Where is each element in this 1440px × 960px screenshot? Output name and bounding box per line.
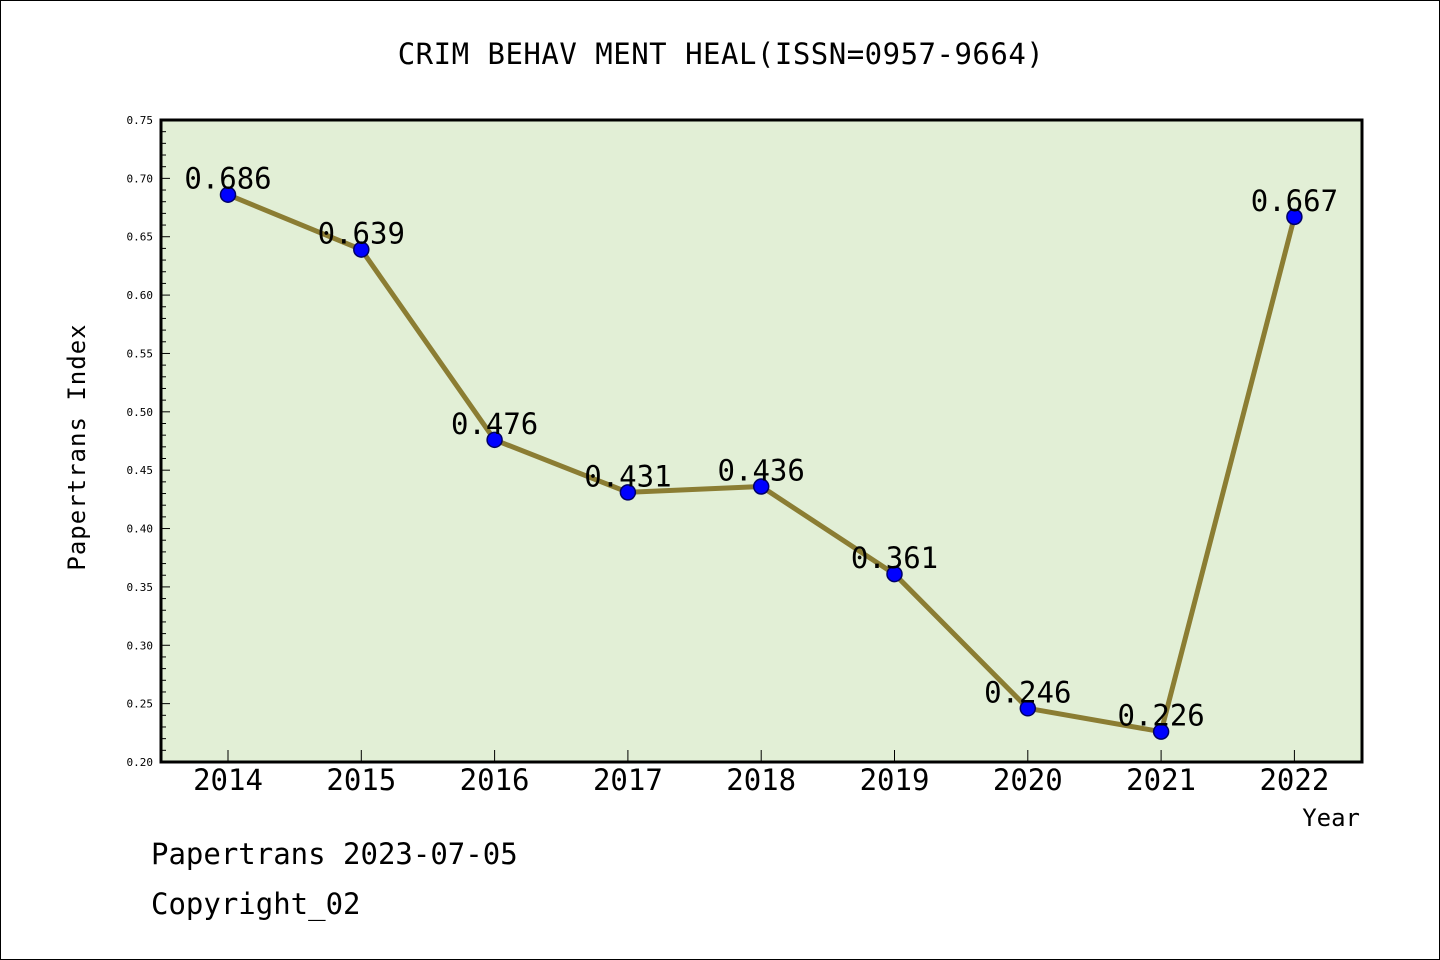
data-point [353, 241, 370, 258]
data-point [619, 484, 637, 501]
y-tick-label: 0.55 [127, 347, 154, 360]
chart-title: CRIM BEHAV MENT HEAL(ISSN=0957-9664) [397, 37, 1045, 71]
y-tick-label: 0.45 [127, 464, 154, 477]
x-axis-label: Year [1302, 804, 1360, 832]
y-tick-label: 0.50 [127, 406, 154, 419]
x-tick-label: 2015 [326, 763, 396, 797]
x-tick-label: 2014 [193, 763, 263, 797]
x-tick-label: 2020 [993, 763, 1063, 797]
y-tick-label: 0.75 [127, 114, 154, 127]
footer-date: Papertrans 2023-07-05 [151, 837, 518, 871]
x-tick-label: 2022 [1259, 763, 1329, 797]
data-label: 0.686 [184, 162, 271, 196]
x-tick-label: 2016 [460, 763, 530, 797]
plot-area [159, 118, 1364, 764]
y-tick-label: 0.30 [127, 639, 154, 652]
data-label: 0.436 [718, 454, 805, 488]
x-tick-label: 2019 [860, 763, 930, 797]
x-tick-label: 2021 [1126, 763, 1196, 797]
data-label: 0.361 [851, 541, 938, 575]
x-tick-label: 2018 [726, 763, 796, 797]
footer-copyright: Copyright_02 [151, 887, 361, 921]
y-tick-label: 0.25 [127, 698, 154, 711]
y-tick-label: 0.60 [127, 289, 154, 302]
data-point [1019, 700, 1037, 717]
data-point [886, 565, 903, 583]
y-tick-label: 0.40 [127, 523, 154, 536]
y-tick-label: 0.70 [127, 172, 154, 185]
data-point [486, 431, 503, 449]
y-tick-label: 0.35 [127, 581, 154, 594]
data-label: 0.246 [984, 675, 1071, 709]
data-label: 0.431 [584, 459, 671, 493]
y-axis-label: Papertrans Index [63, 323, 91, 570]
data-label: 0.226 [1117, 699, 1204, 733]
x-tick-label: 2017 [593, 763, 663, 797]
y-tick-label: 0.20 [127, 756, 154, 769]
data-point [752, 478, 770, 495]
data-point [1286, 208, 1303, 226]
data-label: 0.476 [451, 407, 538, 441]
y-tick-label: 0.65 [127, 231, 154, 244]
data-point [219, 186, 237, 203]
data-label: 0.639 [318, 217, 405, 251]
data-point [1152, 723, 1170, 740]
data-label: 0.667 [1251, 184, 1338, 218]
